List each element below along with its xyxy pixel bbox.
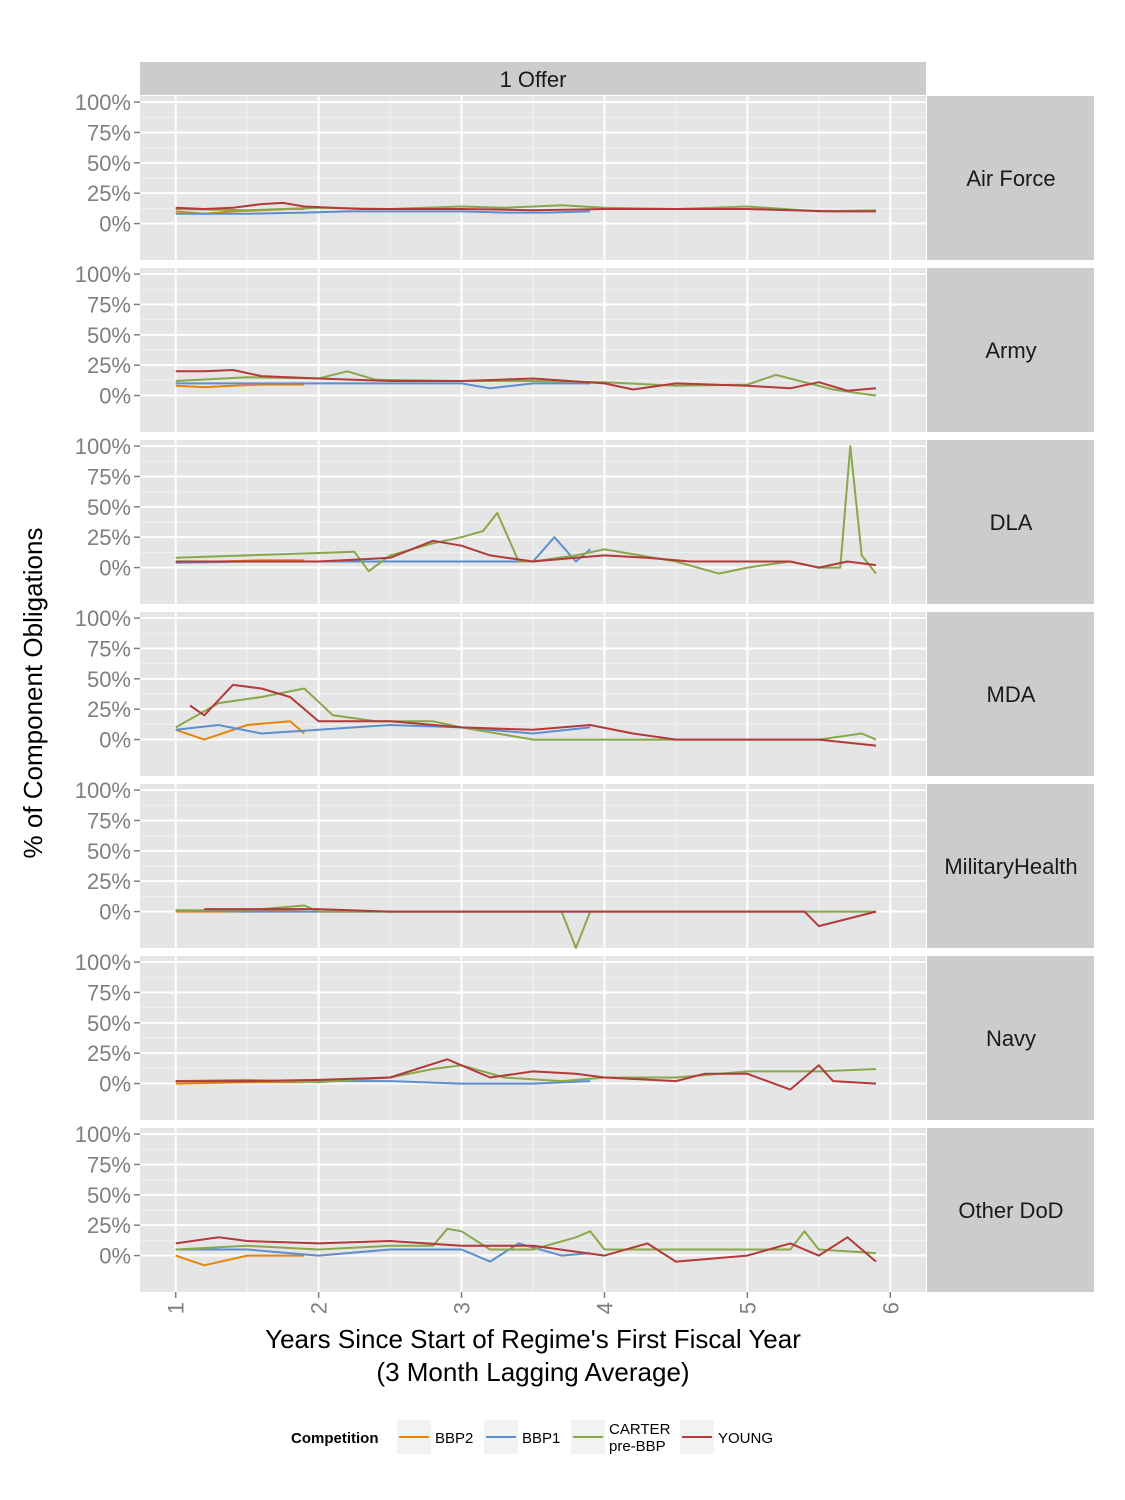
- legend-item-bbp2: BBP2: [397, 1420, 473, 1454]
- legend-label: YOUNG: [718, 1430, 773, 1447]
- row-strip: [927, 1128, 1094, 1292]
- row-strip: [927, 440, 1094, 604]
- row-strip: [927, 612, 1094, 776]
- y-tick-label: 75%: [87, 636, 131, 661]
- y-tick-label: 75%: [87, 1152, 131, 1177]
- series-line-young: [175, 201, 876, 213]
- x-tick-label: 1: [164, 1302, 189, 1314]
- y-tick-label: 75%: [87, 980, 131, 1005]
- y-tick-label: 25%: [87, 869, 131, 894]
- y-tick-label: 25%: [87, 525, 131, 550]
- x-tick-label: 4: [592, 1302, 617, 1314]
- series-line-bbp2: [175, 1081, 305, 1085]
- x-tick-label: 6: [878, 1302, 903, 1314]
- series-line-young: [175, 1058, 877, 1091]
- legend-item-bbp1: BBP1: [484, 1420, 560, 1454]
- y-tick-label: 75%: [87, 808, 131, 833]
- row-strip-label: Air Force: [966, 166, 1055, 191]
- y-tick-label: 100%: [75, 90, 131, 115]
- series-line-carter: [175, 1064, 877, 1084]
- series-line-young: [175, 539, 877, 569]
- y-tick-label: 100%: [75, 1122, 131, 1147]
- series-line-bbp1: [175, 724, 591, 735]
- y-tick-label: 50%: [87, 667, 131, 692]
- y-tick-label: 0%: [99, 212, 131, 237]
- y-tick-label: 25%: [87, 1041, 131, 1066]
- panel-militaryhealth: 0% 25% 50% 75% 100% MilitaryHealth: [75, 778, 1094, 949]
- series-line-carter: [175, 204, 877, 213]
- row-strip: [927, 956, 1094, 1120]
- y-tick-label: 50%: [87, 839, 131, 864]
- row-strip: [927, 784, 1094, 948]
- y-tick-label: 75%: [87, 464, 131, 489]
- series-line-young: [175, 1236, 877, 1263]
- y-tick-label: 50%: [87, 151, 131, 176]
- y-tick-label: 0%: [99, 556, 131, 581]
- y-tick-label: 100%: [75, 778, 131, 803]
- y-tick-label: 0%: [99, 384, 131, 409]
- y-axis-title: % of Component Obligations: [18, 528, 48, 859]
- y-tick-label: 100%: [75, 262, 131, 287]
- y-tick-label: 25%: [87, 697, 131, 722]
- row-strip-label: Other DoD: [958, 1198, 1063, 1223]
- series-line-young: [175, 369, 877, 392]
- column-strip: [140, 62, 926, 95]
- row-strip-label: DLA: [990, 510, 1033, 535]
- panel-navy: 0% 25% 50% 75% 100% Navy: [75, 950, 1094, 1120]
- legend-title: Competition: [291, 1430, 379, 1447]
- x-tick-label: 2: [307, 1302, 332, 1314]
- row-strip-label: MilitaryHealth: [944, 854, 1077, 879]
- series-line-carter: [175, 1227, 877, 1255]
- y-tick-label: 25%: [87, 181, 131, 206]
- row-strip: [927, 96, 1094, 260]
- panel-air-force: 0% 25% 50% 75% 100% Air Force: [75, 90, 1094, 260]
- series-line-bbp2: [175, 383, 305, 389]
- y-tick-label: 25%: [87, 353, 131, 378]
- legend-item-young: YOUNG: [680, 1420, 773, 1454]
- panel-army: 0% 25% 50% 75% 100% Army: [75, 262, 1094, 432]
- row-strip: [927, 268, 1094, 432]
- y-tick-label: 50%: [87, 1183, 131, 1208]
- series-line-bbp1: [175, 210, 591, 215]
- y-tick-label: 0%: [99, 900, 131, 925]
- series-line-bbp1: [175, 1242, 591, 1263]
- panel-other-dod: 0% 25% 50% 75% 100% Other DoD: [75, 1122, 1094, 1292]
- legend-label: BBP1: [522, 1430, 560, 1447]
- legend-label: pre-BBP: [609, 1438, 666, 1455]
- x-axis-subtitle: (3 Month Lagging Average): [376, 1357, 689, 1387]
- y-tick-label: 50%: [87, 323, 131, 348]
- series-line-young: [204, 908, 877, 928]
- x-tick-label: 3: [450, 1302, 475, 1314]
- series-line-bbp2: [175, 1254, 305, 1267]
- y-tick-label: 50%: [87, 1011, 131, 1036]
- y-tick-label: 100%: [75, 606, 131, 631]
- y-tick-label: 75%: [87, 292, 131, 317]
- column-strip-label: 1 Offer: [500, 67, 567, 92]
- y-tick-label: 100%: [75, 950, 131, 975]
- y-tick-label: 0%: [99, 728, 131, 753]
- series-line-bbp1: [175, 382, 591, 390]
- y-tick-label: 0%: [99, 1072, 131, 1097]
- x-tick-label: 5: [735, 1302, 760, 1314]
- y-tick-label: 75%: [87, 120, 131, 145]
- legend-label: BBP2: [435, 1430, 473, 1447]
- panel-dla: 0% 25% 50% 75% 100% DLA: [75, 434, 1094, 604]
- panel-mda: 0% 25% 50% 75% 100% MDA: [75, 606, 1094, 776]
- y-tick-label: 100%: [75, 434, 131, 459]
- row-strip-label: Navy: [986, 1026, 1036, 1051]
- row-strip-label: Army: [985, 338, 1036, 363]
- y-tick-label: 0%: [99, 1244, 131, 1269]
- series-line-bbp2: [175, 720, 305, 741]
- series-line-young: [189, 683, 877, 747]
- y-tick-label: 50%: [87, 495, 131, 520]
- x-axis-title: Years Since Start of Regime's First Fisc…: [265, 1324, 801, 1354]
- y-tick-label: 25%: [87, 1213, 131, 1238]
- row-strip-label: MDA: [987, 682, 1036, 707]
- legend-label: CARTER: [609, 1421, 671, 1438]
